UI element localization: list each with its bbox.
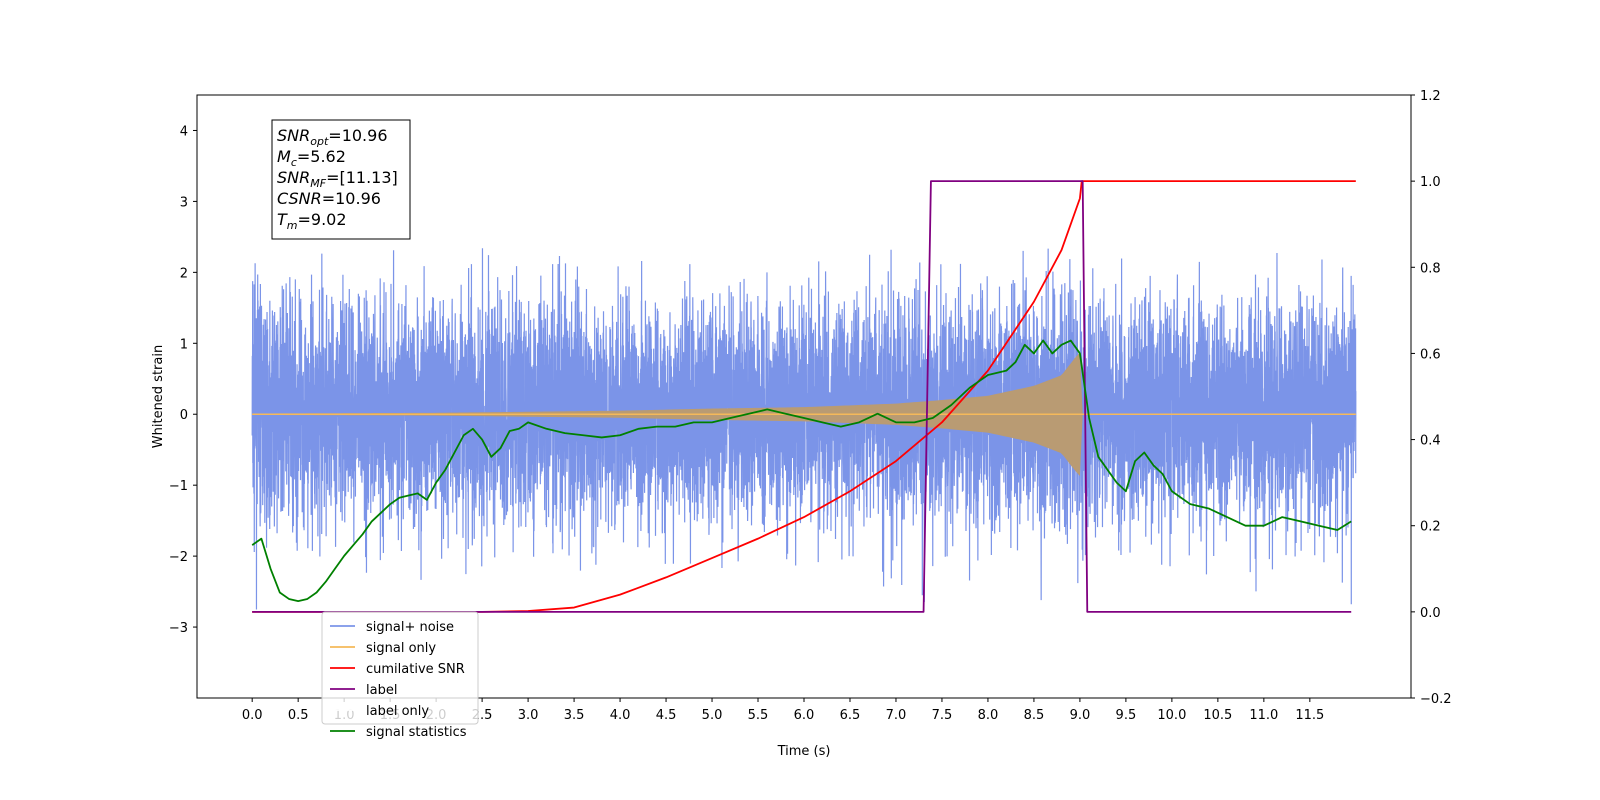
annotation-line: SNRMF=[11.13] [277, 168, 398, 190]
axes: 0.00.51.01.52.02.53.03.54.04.55.05.56.06… [151, 89, 1452, 759]
x-tick-label: 10.5 [1203, 708, 1232, 723]
y-right-tick-label: 0.0 [1420, 606, 1441, 621]
series-line-signal-statistics [251, 339, 1352, 602]
y-right-tick-label: −0.2 [1420, 692, 1452, 707]
annotation-line: CSNR=10.96 [277, 189, 381, 208]
x-tick-label: 9.0 [1070, 708, 1091, 723]
x-tick-label: 8.0 [978, 708, 999, 723]
annotation-line: Tm=9.02 [277, 210, 347, 232]
x-tick-label: 4.0 [610, 708, 631, 723]
y-left-tick-label: −2 [169, 550, 188, 565]
annotation-line: Mc=5.62 [277, 147, 346, 169]
legend: signal+ noise signal only cumilative SNR la… [321, 611, 479, 740]
y-left-tick-label: −3 [169, 621, 188, 636]
y-right-tick-label: 1.0 [1420, 175, 1441, 190]
signal-only-series [252, 352, 1356, 477]
annotation-subscript: m [287, 219, 298, 232]
x-axis-label: Time (s) [777, 744, 831, 759]
annotation-box: SNRopt=10.96Mc=5.62SNRMF=[11.13]CSNR=10.… [271, 119, 411, 240]
y-right-tick-label: 1.2 [1420, 89, 1441, 104]
x-tick-label: 6.5 [840, 708, 861, 723]
noise-trace [251, 248, 1357, 610]
annotation-value: =[11.13] [326, 168, 398, 187]
y-left-tick-label: 3 [180, 195, 188, 210]
x-tick-label: 4.5 [656, 708, 677, 723]
legend-label-signal-noise: signal+ noise [366, 620, 454, 635]
series-line-label [252, 180, 1352, 613]
annotation-box-frame [271, 119, 411, 240]
annotation-symbol: SNR [277, 168, 310, 187]
annotation-value: =9.02 [298, 210, 347, 229]
x-tick-label: 6.0 [794, 708, 815, 723]
annotation-symbol: M [277, 147, 291, 166]
y-right-tick-label: 0.2 [1420, 520, 1441, 535]
x-tick-label: 11.0 [1249, 708, 1278, 723]
y-left-tick-label: 0 [180, 408, 188, 423]
x-tick-label: 5.0 [702, 708, 723, 723]
annotation-subscript: c [291, 156, 297, 169]
y-right-tick-label: 0.8 [1420, 261, 1441, 276]
annotation-value: =5.62 [297, 147, 346, 166]
noise-series [251, 248, 1357, 610]
x-tick-label: 9.5 [1116, 708, 1137, 723]
legend-label-signal-only: signal only [366, 641, 436, 656]
y-left-tick-label: 2 [180, 266, 188, 281]
x-tick-label: 5.5 [748, 708, 769, 723]
x-tick-label: 0.0 [242, 708, 263, 723]
x-tick-label: 11.5 [1295, 708, 1324, 723]
annotation-subscript: MF [310, 177, 326, 190]
y-left-tick-label: 4 [180, 124, 188, 139]
annotation-value: =10.96 [328, 126, 387, 145]
right-axis-series [251, 180, 1356, 613]
y-left-tick-label: 1 [180, 337, 188, 352]
x-tick-label: 3.0 [518, 708, 539, 723]
annotation-subscript: opt [310, 135, 329, 148]
legend-frame [321, 611, 479, 725]
annotation-line: SNRopt=10.96 [277, 126, 388, 148]
legend-label-signal-statistics: signal statistics [366, 725, 467, 740]
x-tick-label: 3.5 [564, 708, 585, 723]
y-axis-label: Whitened strain [151, 345, 166, 448]
legend-label-label-only: label only [366, 704, 429, 719]
y-right-tick-label: 0.4 [1420, 434, 1441, 449]
annotation-symbol: CSNR [277, 189, 322, 208]
x-tick-label: 7.0 [886, 708, 907, 723]
legend-label-cumilative-snr: cumilative SNR [366, 662, 465, 677]
y-right-tick-label: 0.6 [1420, 347, 1441, 362]
annotation-value: =10.96 [322, 189, 381, 208]
series-line-cumilative-snr [252, 180, 1356, 613]
y-left-tick-label: −1 [169, 479, 188, 494]
x-tick-label: 0.5 [288, 708, 309, 723]
legend-label-label: label [366, 683, 397, 698]
x-tick-label: 7.5 [932, 708, 953, 723]
annotation-symbol: SNR [277, 126, 310, 145]
x-tick-label: 10.0 [1157, 708, 1186, 723]
x-tick-label: 8.5 [1024, 708, 1045, 723]
annotation-symbol: T [277, 210, 288, 229]
